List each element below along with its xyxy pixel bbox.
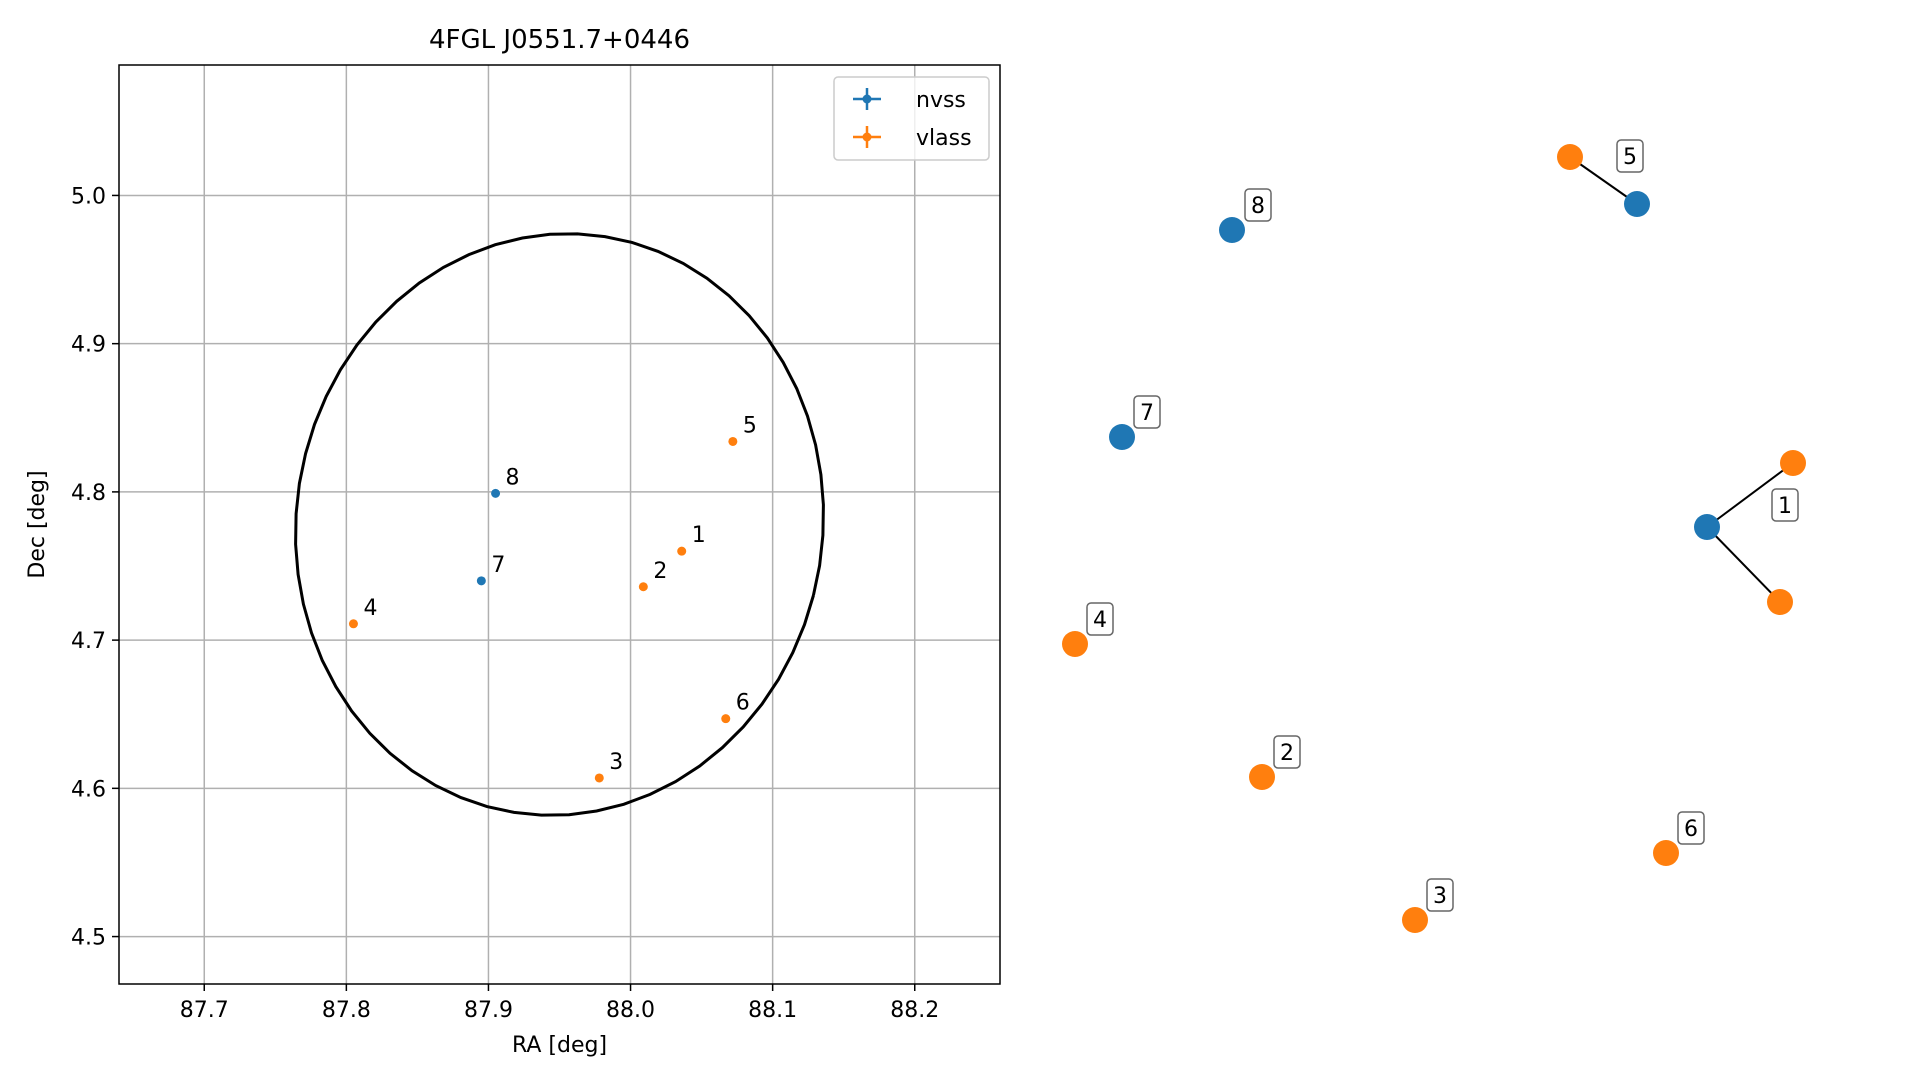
x-tick-label: 87.9	[464, 998, 513, 1023]
x-axis-label: RA [deg]	[512, 1033, 607, 1058]
network-node-vlass	[1767, 589, 1793, 615]
data-points: 7 8 12 3 4 5 6	[348, 413, 757, 783]
data-point-vlass	[348, 619, 358, 629]
x-tick-label: 87.8	[322, 998, 371, 1023]
network-node-label-box	[1677, 811, 1705, 845]
network-nodes: 1 2 3 4 5 6 7 8	[1062, 139, 1806, 933]
network-node-label: 7	[1140, 401, 1154, 426]
data-point-label: 7	[491, 553, 505, 578]
data-point-label: 1	[692, 523, 706, 548]
data-point-nvss	[476, 576, 486, 586]
y-tick-label: 4.5	[71, 926, 106, 951]
data-point-nvss	[491, 488, 501, 498]
network-edge	[1569, 156, 1638, 205]
network-node-label-box	[1273, 735, 1301, 769]
network-node-vlass	[1557, 144, 1583, 170]
network-node-label-box	[1086, 602, 1114, 636]
network-node-nvss	[1109, 424, 1135, 450]
network-node-label: 4	[1093, 608, 1107, 633]
y-tick-label: 4.7	[71, 629, 106, 654]
network-node-label: 3	[1433, 884, 1447, 909]
y-axis-ticks: 4.5 4.6 4.7 4.8 4.9 5.0	[71, 184, 119, 951]
data-point-label: 2	[653, 559, 667, 584]
y-tick-label: 5.0	[71, 184, 106, 209]
legend-label-vlass: vlass	[916, 126, 972, 151]
network-node-vlass	[1402, 907, 1428, 933]
data-point-vlass	[677, 546, 687, 556]
network-edges	[1569, 156, 1794, 603]
error-ellipse-outline	[294, 232, 825, 817]
legend-marker-dot	[862, 132, 872, 142]
x-tick-label: 88.2	[890, 998, 939, 1023]
data-point-vlass	[728, 436, 738, 446]
network-node-vlass	[1062, 631, 1088, 657]
network-node-label: 1	[1778, 494, 1792, 519]
data-point-label: 8	[506, 465, 520, 490]
data-point-vlass	[638, 582, 648, 592]
legend-marker-dot	[862, 94, 872, 104]
network-node-label: 5	[1623, 145, 1637, 170]
network-node-nvss	[1624, 191, 1650, 217]
network-node-nvss	[1694, 514, 1720, 540]
grid-lines	[119, 65, 1000, 984]
error-ellipse	[294, 232, 825, 817]
network-node-label-box	[1244, 188, 1272, 222]
network-node-nvss	[1219, 217, 1245, 243]
data-point-label: 6	[736, 691, 750, 716]
x-axis-ticks: 87.7 87.8 87.9 88.0 88.1 88.2	[180, 984, 939, 1023]
plot-frame	[118, 64, 1001, 985]
network-node-label: 6	[1684, 817, 1698, 842]
y-axis-label: Dec [deg]	[25, 470, 50, 578]
legend: nvss vlass	[833, 76, 990, 161]
y-tick-label: 4.8	[71, 481, 106, 506]
legend-label-nvss: nvss	[916, 88, 966, 113]
network-edge	[1706, 462, 1794, 528]
network-node-label-box	[1133, 395, 1161, 429]
network-node-label-box	[1616, 139, 1644, 173]
network-node-vlass	[1249, 764, 1275, 790]
data-point-label: 4	[363, 596, 377, 621]
network-node-label: 2	[1280, 741, 1294, 766]
network-node-vlass	[1780, 450, 1806, 476]
network-edge	[1706, 526, 1781, 603]
network-node-label: 8	[1251, 194, 1265, 219]
data-point-label: 5	[743, 413, 757, 438]
network-node-label-box	[1771, 488, 1799, 522]
x-tick-label: 88.1	[748, 998, 797, 1023]
x-tick-label: 88.0	[606, 998, 655, 1023]
x-tick-label: 87.7	[180, 998, 229, 1023]
chart-title: 4FGL J0551.7+0446	[429, 25, 690, 55]
data-point-vlass	[594, 773, 604, 783]
data-point-label: 3	[609, 750, 623, 775]
y-tick-label: 4.9	[71, 333, 106, 358]
network-node-vlass	[1653, 840, 1679, 866]
network-graph-panel: 1 2 3 4 5 6 7 8	[1062, 139, 1806, 933]
y-tick-label: 4.6	[71, 777, 106, 802]
data-point-vlass	[721, 714, 731, 724]
network-node-label-box	[1426, 878, 1454, 912]
